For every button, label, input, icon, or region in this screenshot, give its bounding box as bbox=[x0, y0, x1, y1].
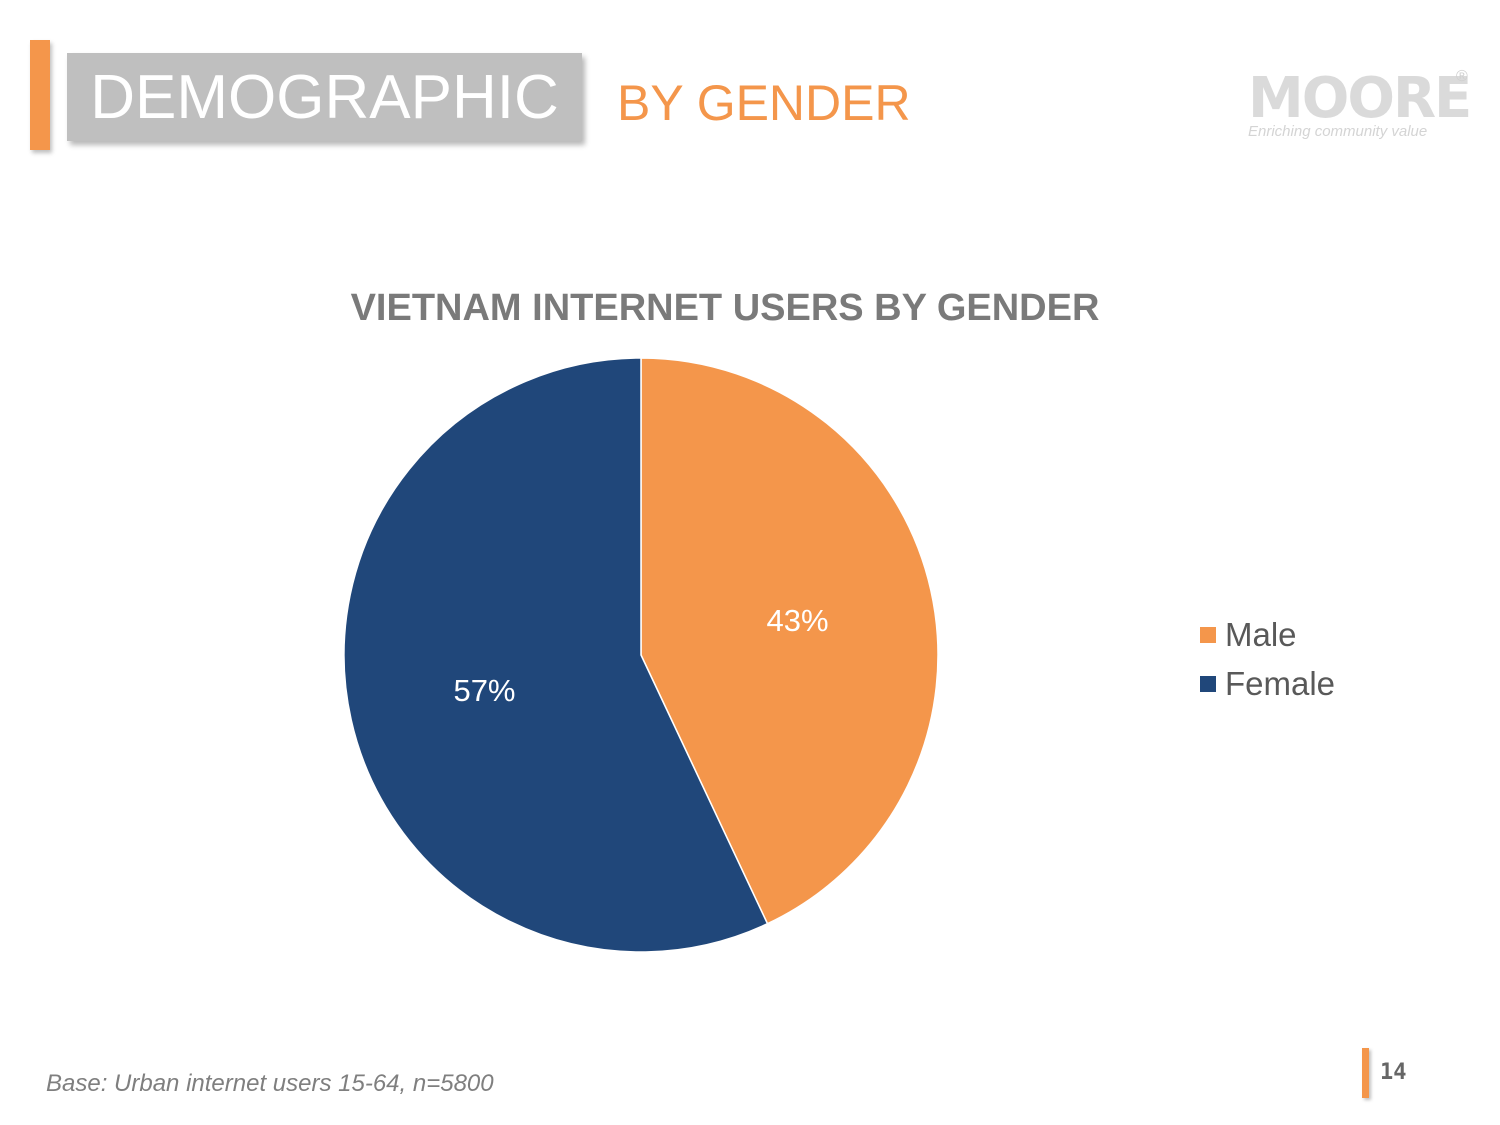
header-accent-bar bbox=[30, 40, 50, 150]
pie-slice-female bbox=[343, 357, 769, 953]
legend-label-female: Female bbox=[1225, 664, 1336, 702]
data-label-female: 57% bbox=[453, 673, 515, 708]
legend-item-female: Female bbox=[1200, 659, 1335, 708]
logo-wordmark: MOORE bbox=[1248, 66, 1472, 131]
logo-tagline: Enriching community value bbox=[1248, 123, 1428, 140]
legend-swatch-male bbox=[1200, 626, 1216, 643]
chart-title: VIETNAM INTERNET USERS BY GENDER bbox=[350, 287, 1100, 329]
section-label: DEMOGRAPHIC bbox=[90, 62, 559, 132]
company-logo: MOORE ® Enriching community value bbox=[1240, 66, 1480, 146]
page-subtitle: BY GENDER bbox=[617, 75, 911, 131]
base-footnote: Base: Urban internet users 15-64, n=5800 bbox=[46, 1070, 494, 1097]
section-label-box: DEMOGRAPHIC bbox=[67, 53, 582, 141]
pie-slice-male bbox=[640, 357, 939, 925]
logo-registered-mark: ® bbox=[1456, 68, 1468, 85]
page-number: 14 bbox=[1380, 1060, 1407, 1085]
data-label-male: 43% bbox=[766, 603, 828, 638]
legend-swatch-female bbox=[1200, 675, 1216, 692]
legend-label-male: Male bbox=[1225, 615, 1297, 653]
page-number-bar bbox=[1362, 1048, 1369, 1098]
legend-item-male: Male bbox=[1200, 610, 1335, 659]
chart-legend: Male Female bbox=[1200, 610, 1335, 708]
